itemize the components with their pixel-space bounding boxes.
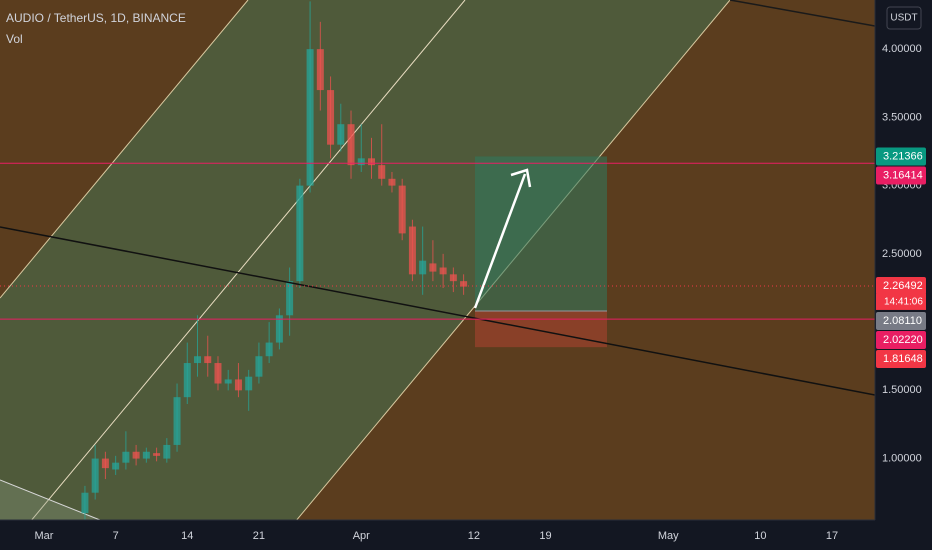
x-tick-label: 10 [754, 530, 766, 542]
candle-body [460, 281, 468, 287]
candle-body [173, 397, 181, 445]
drawings [0, 0, 875, 520]
y-tick-label: 1.50000 [882, 384, 922, 396]
x-tick-label: 14 [181, 530, 193, 542]
candle-body [337, 124, 345, 145]
x-tick-label: 7 [113, 530, 119, 542]
candle-body [286, 281, 294, 316]
candle-body [367, 158, 375, 166]
price-axis [875, 0, 932, 550]
candle-body [153, 453, 161, 456]
candle-body [112, 462, 120, 470]
candle-body [224, 379, 232, 384]
candle-body [429, 263, 437, 272]
candle-body [265, 342, 273, 357]
x-tick-label: Mar [35, 530, 54, 542]
channel-fill [0, 0, 730, 520]
candle-body [306, 49, 314, 186]
candle-body [214, 363, 222, 384]
trend-line [0, 226, 875, 396]
price-label-box [876, 276, 926, 295]
lower-channel-edge [0, 479, 101, 520]
candle-body [327, 90, 335, 145]
currency-box [886, 6, 922, 30]
price-label-box [876, 147, 926, 166]
time-axis [0, 520, 875, 550]
price-label-box [876, 311, 926, 330]
candle-body [81, 492, 89, 514]
candle-body [296, 185, 304, 282]
price-label: 2.02220 [883, 334, 923, 346]
price-label: 3.16414 [883, 169, 923, 181]
price-label-box [876, 349, 926, 368]
price-label: 2.26492 [883, 280, 923, 292]
profit-zone [475, 156, 607, 312]
y-tick-label: 3.50000 [882, 111, 922, 123]
currency: USDT [890, 13, 917, 24]
arrow [473, 173, 527, 309]
candle-body [204, 356, 212, 364]
countdown: 14:41:06 [884, 297, 923, 308]
arrow-head [510, 168, 532, 188]
candle-body [275, 315, 283, 343]
candle-body [132, 451, 140, 459]
candle-body [91, 458, 99, 493]
price-label: 2.08110 [883, 315, 922, 327]
top-line [729, 0, 875, 27]
candle-body [378, 165, 386, 179]
countdown-box [876, 293, 926, 310]
price-label: 1.81648 [883, 353, 923, 365]
candle-body [347, 124, 355, 166]
price-label-box [876, 166, 926, 185]
channel-upper [0, 0, 249, 299]
candle-body [255, 356, 263, 377]
candle-body [439, 267, 447, 275]
candle-body [194, 356, 202, 364]
candle-body [357, 158, 365, 166]
x-tick-label: May [658, 530, 679, 542]
volume-label: Vol [6, 32, 23, 46]
candle-body [183, 363, 191, 398]
x-tick-label: 17 [826, 530, 838, 542]
candle-body [419, 260, 427, 275]
candle-body [316, 49, 324, 91]
candle-body [388, 178, 396, 186]
y-tick-label: 2.50000 [882, 248, 922, 260]
price-label: 3.21366 [883, 150, 923, 162]
y-tick-label: 4.00000 [882, 43, 922, 55]
price-label-box [876, 330, 926, 349]
candle-body [101, 458, 109, 469]
candle-body [163, 444, 171, 459]
x-tick-label: Apr [353, 530, 370, 542]
candle-body [122, 451, 130, 463]
x-tick-label: 19 [539, 530, 551, 542]
channel-mid [31, 0, 466, 520]
candle-body [449, 274, 457, 282]
y-tick-label: 1.00000 [882, 452, 922, 464]
candle-body [142, 451, 150, 459]
candle-body [245, 376, 253, 391]
candle-body [398, 185, 406, 234]
candle-body [408, 226, 416, 275]
loss-zone [475, 311, 607, 348]
x-tick-label: 21 [253, 530, 265, 542]
chart-title: AUDIO / TetherUS, 1D, BINANCE [6, 11, 186, 25]
candle-body [234, 379, 242, 391]
x-tick-label: 12 [468, 530, 480, 542]
